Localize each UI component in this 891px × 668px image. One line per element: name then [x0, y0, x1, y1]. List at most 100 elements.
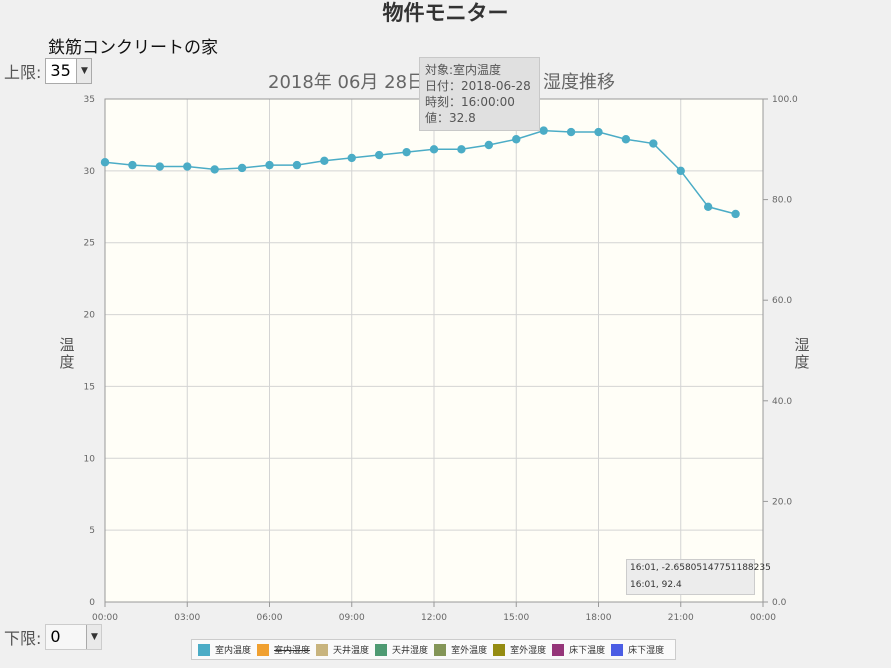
- y2-tick-label: 60.0: [772, 296, 792, 306]
- data-point: [621, 135, 631, 144]
- legend-label: 室内湿度: [274, 646, 311, 656]
- cursor-coord-right-axis: 16:01, 92.4: [630, 580, 682, 590]
- data-point: [457, 145, 466, 154]
- legend-item[interactable]: 室外温度: [434, 643, 487, 656]
- lower-limit-label: 下限:: [4, 629, 42, 648]
- legend-swatch: [552, 643, 565, 656]
- y-axis-left: 0 5 10 15 20 25 30 35: [84, 95, 96, 608]
- legend-swatch: [316, 643, 329, 656]
- y-tick-label: 0: [89, 598, 95, 608]
- legend-label: 室外温度: [451, 646, 488, 656]
- legend-item[interactable]: 天井湿度: [375, 643, 428, 656]
- data-point: [649, 139, 658, 148]
- data-point: [594, 127, 603, 137]
- y2-tick-label: 80.0: [772, 196, 792, 206]
- data-point: [402, 147, 411, 157]
- legend-label: 天井温度: [333, 646, 370, 656]
- data-point: [210, 165, 219, 174]
- x-tick-label: 00:00: [750, 613, 776, 623]
- data-point-tooltip: 対象:室内温度 日付：2018-06-28 時刻：16:00:00 値：32.8: [419, 57, 540, 131]
- data-point: [237, 163, 247, 173]
- y2-tick-label: 0.0: [772, 598, 787, 608]
- upper-limit-value[interactable]: 35: [50, 61, 71, 80]
- y-tick-label: 20: [84, 311, 96, 321]
- data-point: [128, 160, 137, 170]
- y2-tick-label: 20.0: [772, 497, 792, 507]
- data-point: [703, 202, 713, 211]
- legend-swatch: [198, 643, 210, 656]
- legend-item[interactable]: 室内温度: [198, 643, 251, 656]
- x-tick-label: 09:00: [339, 613, 365, 623]
- data-point: [347, 153, 356, 163]
- x-tick-label: 12:00: [421, 613, 447, 623]
- legend-label: 床下温度: [569, 646, 606, 656]
- y-axis-label-left: 温度: [59, 336, 74, 371]
- legend-item[interactable]: 室内湿度: [257, 643, 310, 656]
- data-point: [731, 209, 740, 219]
- axis-title-char: 度: [59, 353, 74, 371]
- chevron-down-icon[interactable]: ▼: [86, 625, 102, 649]
- legend-label: 天井湿度: [392, 646, 429, 656]
- page-title: 物件モニター: [382, 1, 509, 25]
- data-point: [512, 135, 521, 144]
- y-tick-label: 35: [84, 95, 95, 105]
- lower-limit-value[interactable]: 0: [50, 627, 61, 646]
- axis-title-char: 度: [794, 353, 809, 371]
- legend-swatch: [257, 643, 270, 656]
- y-tick-label: 25: [84, 239, 95, 249]
- legend-label: 床下湿度: [628, 646, 665, 656]
- data-point: [265, 160, 274, 170]
- legend-label: 室外湿度: [510, 646, 547, 656]
- data-point: [676, 166, 685, 176]
- y-axis-title-left: 温度: [59, 336, 74, 371]
- data-point: [155, 162, 165, 171]
- chart-title-metric: 湿度推移: [543, 72, 615, 93]
- y2-tick-label: 100.0: [772, 95, 798, 105]
- lower-limit-control: 下限: 0 ▼: [4, 624, 103, 650]
- legend-item[interactable]: 天井温度: [316, 643, 369, 656]
- y-axis-title-right: 湿度: [794, 336, 809, 371]
- data-point: [100, 158, 110, 167]
- tooltip-value: 値：32.8: [425, 111, 476, 125]
- building-name: 鉄筋コンクリートの家: [48, 38, 218, 58]
- tooltip-target: 対象:室内温度: [425, 63, 502, 77]
- data-point: [429, 145, 439, 154]
- x-tick-label: 00:00: [92, 613, 118, 623]
- y-axis-label-right: 湿度: [794, 336, 809, 371]
- data-point: [539, 126, 548, 135]
- axis-title-char: 温: [59, 336, 74, 354]
- chart-legend: 室内温度 室内湿度 天井温度 天井湿度 室外温度 室外湿度 床下温度 床下湿度: [191, 639, 676, 660]
- data-point: [566, 127, 576, 137]
- upper-limit-label: 上限:: [4, 63, 42, 82]
- upper-limit-control: 上限: 35 ▼: [4, 58, 93, 84]
- data-point: [320, 156, 329, 165]
- series-group: [100, 126, 740, 219]
- legend-item[interactable]: 室外湿度: [493, 643, 546, 656]
- y2-tick-label: 40.0: [772, 397, 792, 407]
- data-point: [484, 140, 494, 150]
- cursor-coord-left-axis: 16:01, -2.65805147751188235: [630, 563, 771, 573]
- legend-swatch: [375, 643, 388, 656]
- tooltip-date: 日付：2018-06-28: [425, 79, 531, 93]
- data-point: [374, 150, 384, 160]
- cursor-coordinate-readout: 16:01, -2.65805147751188235 16:01, 92.4: [626, 559, 771, 595]
- lower-limit-select[interactable]: 0 ▼: [45, 624, 103, 650]
- x-tick-label: 21:00: [668, 613, 694, 623]
- y-tick-label: 15: [84, 382, 95, 392]
- series-line: [104, 129, 736, 215]
- legend-label: 室内温度: [215, 646, 252, 656]
- x-tick-label: 15:00: [503, 613, 529, 623]
- axis-title-char: 湿: [794, 336, 809, 354]
- data-point: [292, 160, 302, 170]
- x-tick-label: 18:00: [586, 613, 612, 623]
- legend-item[interactable]: 床下温度: [552, 643, 605, 656]
- y-axis-right: 0.0 20.0 40.0 60.0 80.0 100.0: [763, 95, 798, 608]
- x-tick-label: 03:00: [174, 613, 200, 623]
- y-tick-label: 30: [84, 167, 96, 177]
- upper-limit-select[interactable]: 35 ▼: [45, 58, 93, 84]
- legend-swatch: [493, 643, 506, 656]
- data-point: [183, 162, 192, 171]
- legend-swatch: [611, 643, 624, 656]
- legend-item[interactable]: 床下湿度: [611, 643, 664, 656]
- chevron-down-icon[interactable]: ▼: [76, 59, 92, 83]
